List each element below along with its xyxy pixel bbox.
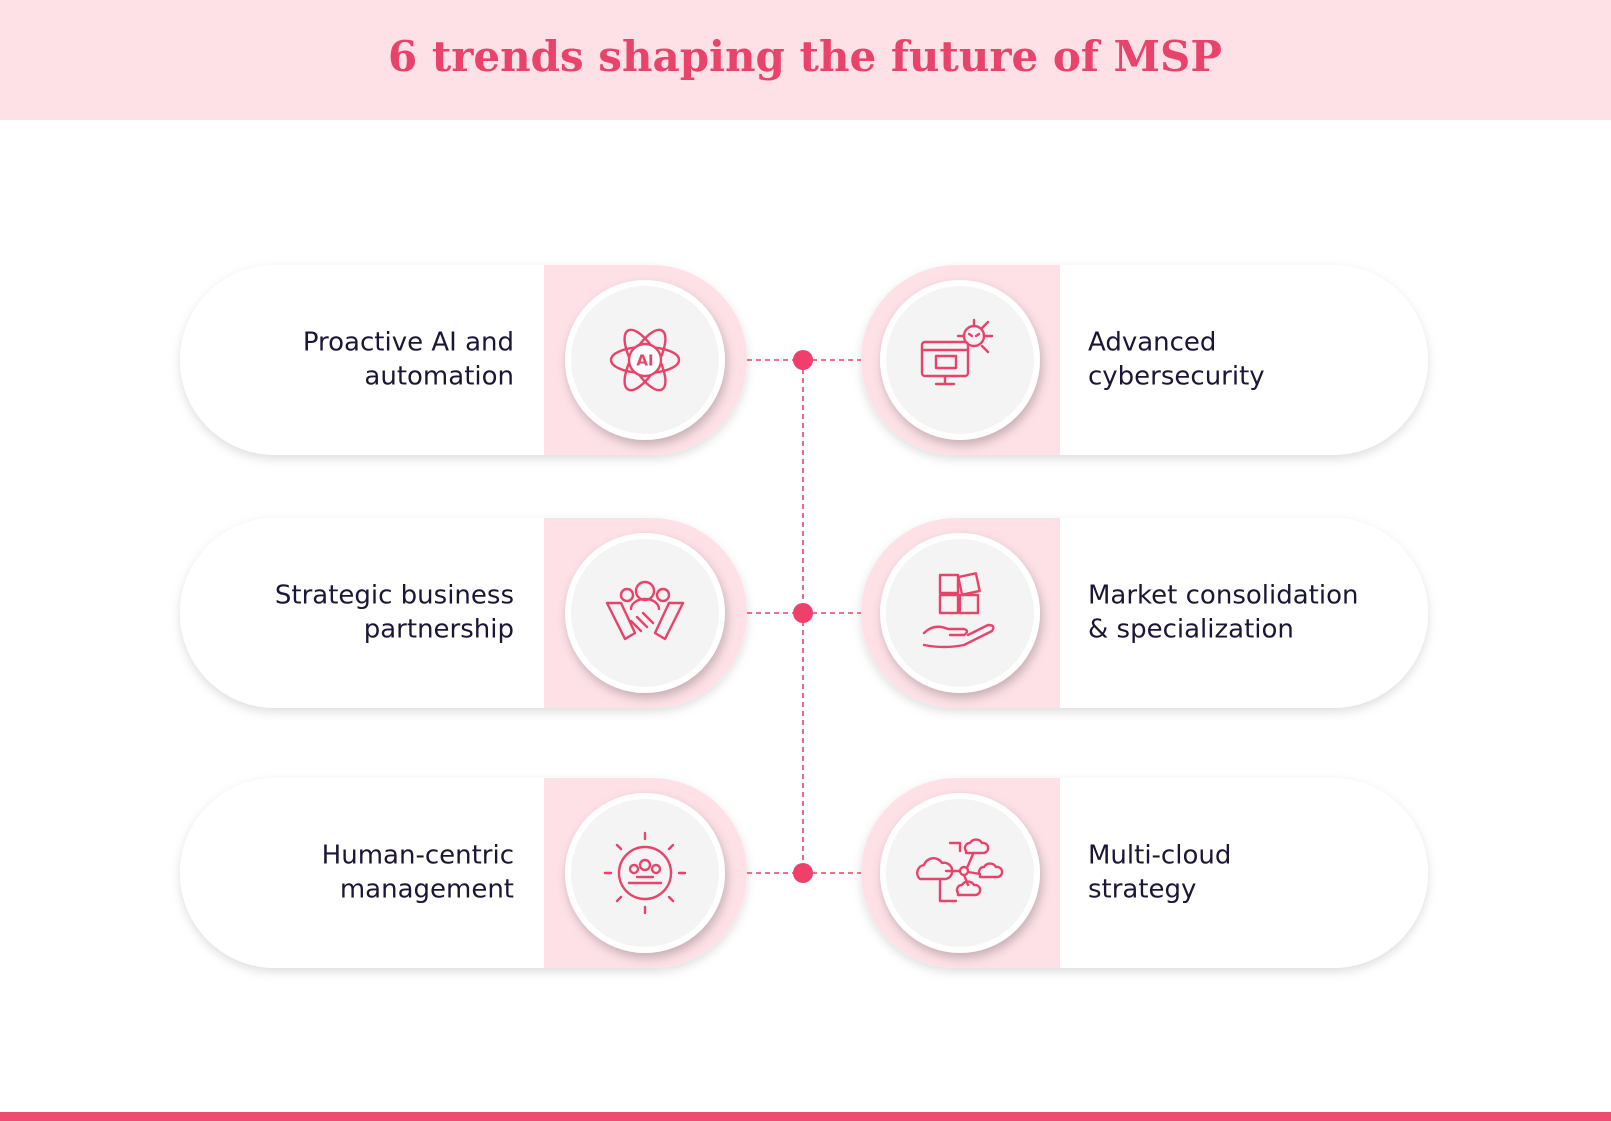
trend-card: Strategic business partnership: [180, 518, 803, 708]
trend-label: Advanced: [1088, 328, 1216, 358]
header-band: [0, 0, 1611, 120]
trend-card: Multi-cloud strategy: [803, 778, 1428, 968]
trend-label: strategy: [1088, 875, 1196, 905]
icon-circle: [565, 533, 725, 693]
trend-label: cybersecurity: [1088, 362, 1265, 392]
icon-text: AI: [636, 352, 653, 370]
icon-puzzle: [922, 572, 995, 649]
trend-label: automation: [364, 362, 514, 392]
icon-handshake: [605, 580, 685, 641]
icon-cyber: [920, 318, 994, 386]
trend-label: Market consolidation: [1088, 581, 1358, 611]
trend-label: Human-centric: [322, 841, 514, 871]
trend-label: Strategic business: [275, 581, 514, 611]
icon-cloud: [916, 838, 1004, 903]
icon-gear: [603, 831, 687, 915]
title: 6 trends shaping the future of MSP: [388, 32, 1222, 81]
icon-circle: [880, 280, 1040, 440]
trend-label: management: [340, 875, 514, 905]
trend-label: Proactive AI and: [303, 328, 514, 358]
trend-card: Proactive AI and automation: [180, 265, 803, 455]
trend-card: Market consolidation & specialization: [803, 518, 1428, 708]
trend-card: Advanced cybersecurity: [803, 265, 1428, 455]
trend-label: partnership: [364, 615, 514, 645]
trend-card: Human-centric management: [180, 778, 803, 968]
icon-circle: [565, 793, 725, 953]
icons: AI: [603, 318, 1004, 915]
connector-dot: [793, 863, 813, 883]
connector-dot: [793, 350, 813, 370]
trend-label: Multi-cloud: [1088, 841, 1231, 871]
rows: Proactive AI and automation Strategic busi…: [180, 265, 1428, 968]
connector-dot: [793, 603, 813, 623]
icon-ai: AI: [609, 328, 681, 392]
trend-label: & specialization: [1088, 615, 1294, 645]
footer-bar: [0, 1112, 1611, 1121]
